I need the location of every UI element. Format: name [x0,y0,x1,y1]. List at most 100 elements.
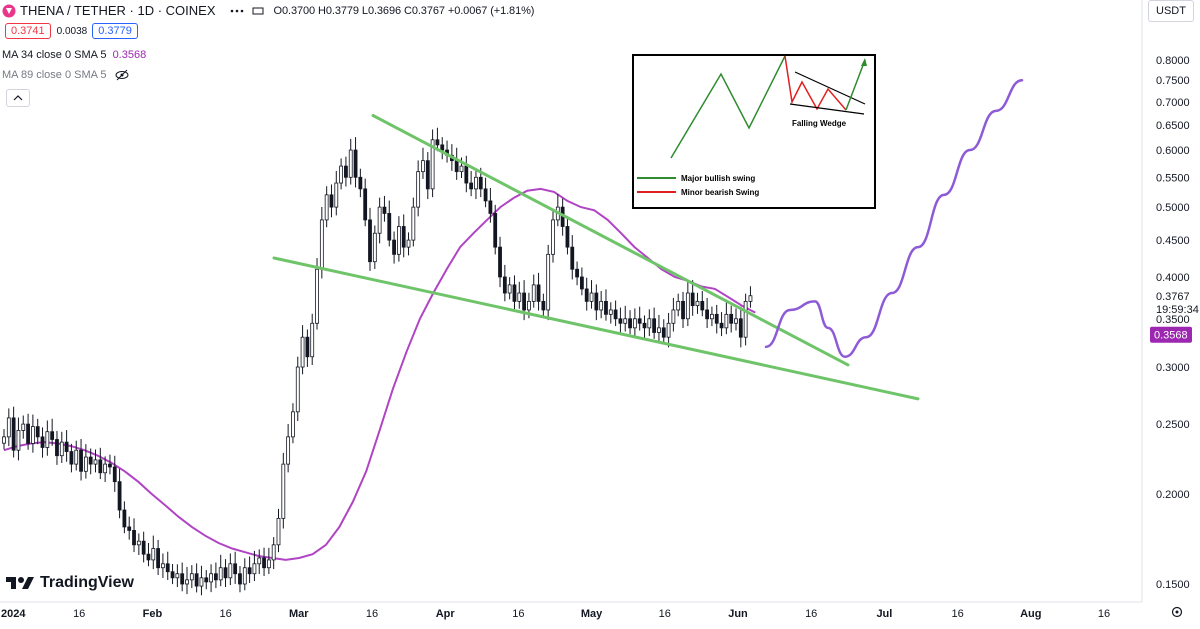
candle[interactable] [209,564,213,593]
candle[interactable] [281,452,286,529]
candle[interactable] [546,244,551,321]
candle[interactable] [599,291,604,319]
candle[interactable] [156,539,161,576]
candle[interactable] [685,281,690,327]
candle[interactable] [180,562,185,592]
candle[interactable] [175,564,180,588]
candle[interactable] [454,147,459,180]
candle[interactable] [64,430,69,462]
candle[interactable] [734,308,738,331]
candle[interactable] [291,403,295,444]
candle[interactable] [541,293,546,318]
candle[interactable] [358,168,363,198]
candle[interactable] [531,274,536,308]
candle[interactable] [652,307,657,339]
candle[interactable] [401,214,406,258]
candle[interactable] [271,537,276,570]
legend-toggle-button[interactable] [6,89,30,107]
candle[interactable] [45,420,50,456]
candle[interactable] [16,417,21,461]
candle[interactable] [498,236,502,288]
candle[interactable] [79,438,83,481]
candle[interactable] [628,310,632,335]
candle[interactable] [594,284,599,321]
candle[interactable] [252,550,257,582]
candle[interactable] [695,292,700,314]
candle[interactable] [30,414,35,453]
candle[interactable] [300,325,305,375]
candle[interactable] [26,413,30,450]
candle[interactable] [623,305,628,332]
candle[interactable] [440,137,445,160]
candle[interactable] [74,440,79,471]
candle[interactable] [213,562,218,589]
candle[interactable] [93,449,98,473]
candle[interactable] [233,551,238,584]
candle[interactable] [372,225,377,269]
candle[interactable] [613,300,618,327]
candle[interactable] [348,138,353,185]
candle[interactable] [98,447,103,480]
candle[interactable] [161,553,165,578]
candle[interactable] [551,208,555,263]
candle[interactable] [657,314,661,342]
candle[interactable] [2,429,6,450]
candle[interactable] [411,197,416,247]
candle[interactable] [151,535,156,570]
candle[interactable] [637,306,642,331]
candle[interactable] [189,565,194,589]
buy-price-button[interactable]: 0.3779 [92,23,138,39]
candle[interactable] [396,216,401,262]
candle[interactable] [430,129,435,198]
candle[interactable] [382,195,387,222]
candle[interactable] [6,408,11,447]
candle[interactable] [738,306,743,348]
candle[interactable] [315,258,319,330]
collapse-legend-icon[interactable] [252,6,266,16]
symbol-menu-icon[interactable] [230,6,244,16]
candle[interactable] [185,566,189,595]
candle[interactable] [69,443,74,473]
candle[interactable] [714,304,719,334]
candle[interactable] [421,147,425,179]
currency-button[interactable]: USDT [1148,0,1194,22]
candle[interactable] [676,293,681,317]
candle[interactable] [141,531,146,563]
candle[interactable] [83,444,88,479]
candle[interactable] [21,415,26,439]
candle[interactable] [286,423,291,473]
candle[interactable] [242,558,247,591]
candle[interactable] [565,216,570,255]
projection-path[interactable] [764,78,1024,359]
candle[interactable] [632,308,637,338]
candle[interactable] [40,427,45,458]
candle[interactable] [127,516,132,540]
candle[interactable] [416,160,421,217]
candle[interactable] [218,554,223,587]
candle[interactable] [194,563,199,593]
candle[interactable] [276,508,281,553]
candle[interactable] [681,291,685,328]
candle[interactable] [483,177,488,208]
candle[interactable] [666,312,671,348]
candle[interactable] [517,281,522,309]
candle[interactable] [464,155,469,193]
candle[interactable] [103,456,108,482]
candle[interactable] [743,293,748,346]
candle[interactable] [146,542,151,567]
candle[interactable] [502,264,507,302]
candle[interactable] [377,197,382,244]
settings-icon[interactable] [1171,606,1183,618]
candle[interactable] [570,235,575,280]
candle[interactable] [305,329,310,367]
candle[interactable] [334,170,339,216]
symbol-title[interactable]: THENA / TETHER · 1D · COINEX [20,3,216,18]
candle[interactable] [435,127,440,152]
candle[interactable] [642,315,647,339]
candle[interactable] [425,152,430,200]
candle[interactable] [59,431,64,463]
candle[interactable] [507,277,512,300]
candle[interactable] [584,277,589,311]
